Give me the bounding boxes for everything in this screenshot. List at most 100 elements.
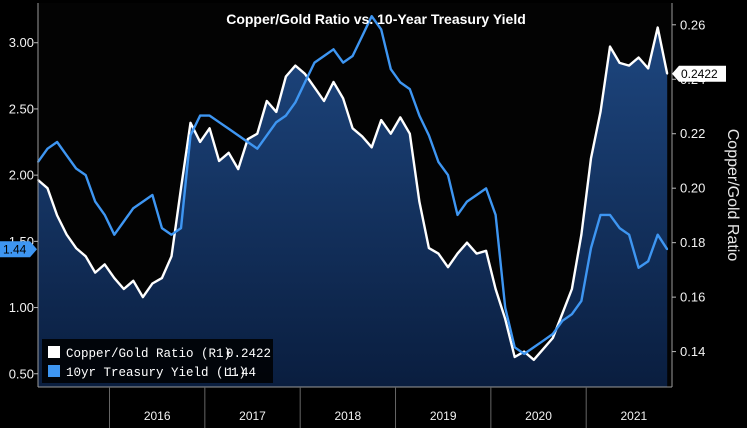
copper-gold-last-value-label: 0.2422	[681, 67, 718, 81]
copper-gold-point	[275, 111, 278, 113]
axes-layer: 0.501.001.502.002.503.000.140.160.180.20…	[0, 3, 726, 428]
treasury-point	[561, 319, 564, 322]
x-tick-label: 2017	[239, 409, 266, 423]
x-tick-label: 2020	[525, 409, 552, 423]
copper-gold-point	[199, 141, 202, 143]
copper-gold-last-value-badge	[672, 65, 726, 82]
treasury-point	[65, 154, 68, 157]
copper-gold-point	[580, 233, 583, 236]
chart-title: Copper/Gold Ratio vs. 10-Year Treasury Y…	[226, 11, 526, 27]
copper-gold-point	[332, 81, 335, 83]
legend-swatch-copper-gold	[48, 346, 60, 358]
treasury-point	[294, 101, 297, 104]
treasury-point	[313, 61, 316, 64]
right-tick-label: 0.18	[680, 235, 705, 250]
copper-gold-point	[551, 337, 554, 339]
copper-gold-point	[485, 249, 487, 252]
treasury-point	[361, 35, 364, 37]
right-tick-label: 0.14	[680, 344, 705, 359]
left-tick-label: 2.00	[9, 168, 34, 183]
copper-gold-point	[428, 247, 430, 250]
x-tick-label: 2019	[430, 409, 457, 423]
copper-gold-point	[180, 187, 182, 190]
treasury-last-value-label: 1.44	[3, 242, 27, 256]
legend-label-treasury: 10yr Treasury Yield (L1)	[66, 366, 246, 380]
treasury-last-value-badge	[0, 241, 37, 258]
legend-box	[42, 339, 273, 383]
copper-gold-point	[647, 67, 650, 70]
copper-gold-point	[408, 132, 411, 135]
copper-gold-point	[342, 97, 344, 100]
treasury-point	[208, 114, 211, 117]
copper-gold-point	[84, 255, 87, 258]
treasury-point	[237, 134, 240, 137]
copper-gold-point	[437, 252, 440, 255]
treasury-point	[542, 339, 545, 342]
treasury-point	[94, 200, 97, 203]
treasury-point	[599, 214, 602, 216]
x-tick-label: 2021	[621, 409, 648, 423]
treasury-point	[161, 227, 163, 230]
treasury-point	[523, 353, 526, 355]
treasury-point	[246, 141, 249, 143]
treasury-point	[142, 200, 144, 203]
treasury-point	[227, 127, 230, 130]
copper-gold-point	[46, 187, 49, 190]
treasury-point	[342, 61, 344, 64]
treasury-point	[456, 214, 459, 216]
copper-gold-point	[637, 56, 640, 59]
copper-gold-point	[380, 119, 383, 121]
copper-gold-point	[75, 247, 77, 250]
legend-value-treasury: 1.44	[226, 366, 256, 380]
copper-gold-point	[590, 157, 592, 160]
copper-gold-point	[323, 100, 325, 102]
treasury-point	[275, 121, 278, 124]
treasury-point	[332, 48, 335, 51]
treasury-point	[513, 346, 516, 349]
copper-gold-point	[304, 72, 306, 75]
right-tick-label: 0.20	[680, 181, 705, 196]
treasury-point	[103, 214, 106, 216]
treasury-point	[551, 333, 554, 335]
line-layer	[37, 15, 669, 361]
treasury-point	[485, 187, 487, 190]
treasury-point	[571, 313, 573, 316]
copper-gold-point	[256, 132, 259, 135]
treasury-point	[389, 68, 392, 71]
treasury-point	[609, 214, 611, 216]
treasury-point	[628, 233, 630, 236]
copper-gold-point	[351, 127, 354, 130]
copper-gold-point	[361, 135, 364, 138]
copper-gold-point	[142, 296, 144, 298]
right-tick-label: 0.16	[680, 290, 705, 305]
treasury-point	[532, 346, 535, 349]
copper-gold-point	[246, 138, 249, 141]
copper-gold-point	[313, 86, 316, 89]
treasury-point	[151, 194, 154, 196]
copper-gold-point	[456, 252, 459, 255]
left-tick-label: 3.00	[9, 35, 34, 50]
copper-gold-point	[265, 100, 268, 102]
legend-swatch-treasury	[48, 365, 60, 377]
legend-label-copper-gold: Copper/Gold Ratio (R1)	[66, 347, 231, 361]
copper-gold-point	[65, 233, 68, 236]
copper-gold-point	[227, 151, 230, 154]
copper-gold-point	[599, 111, 602, 113]
treasury-point	[180, 227, 182, 230]
copper-gold-point	[170, 255, 173, 258]
treasury-point	[656, 233, 659, 236]
copper-gold-point	[475, 252, 478, 255]
copper-gold-point	[609, 45, 611, 48]
copper-gold-point	[542, 348, 545, 350]
copper-gold-point	[418, 200, 421, 203]
legend: Copper/Gold Ratio (R1) 0.2422 10yr Treas…	[42, 339, 273, 383]
treasury-point	[132, 207, 135, 210]
copper-gold-area	[38, 27, 668, 387]
copper-gold-point	[666, 72, 669, 75]
treasury-point	[437, 161, 440, 163]
copper-gold-point	[122, 288, 125, 290]
copper-gold-point	[571, 288, 573, 290]
legend-value-copper-gold: 0.2422	[226, 347, 271, 361]
copper-gold-point	[532, 358, 535, 361]
treasury-point	[75, 167, 77, 170]
